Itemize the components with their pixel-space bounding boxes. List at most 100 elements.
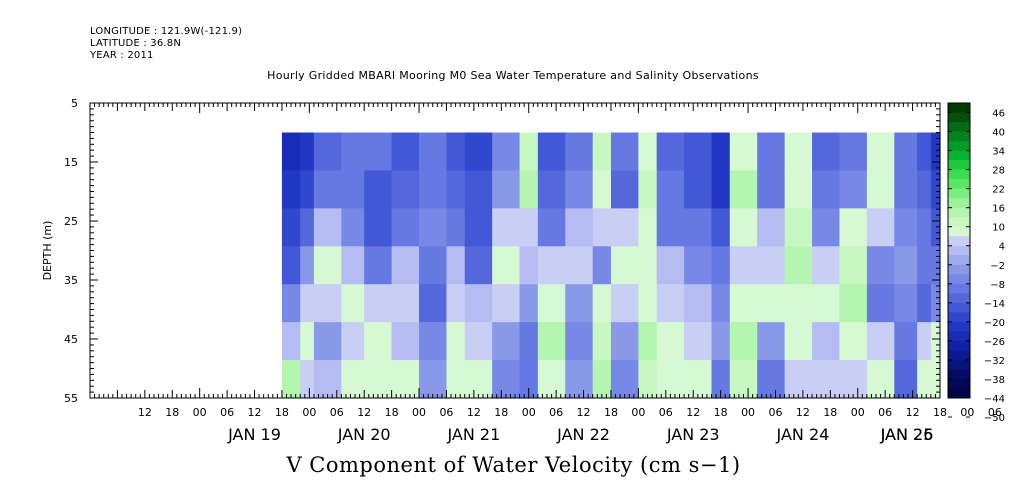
heatmap-cell bbox=[281, 132, 301, 172]
heatmap-cell bbox=[930, 246, 941, 285]
heatmap-cell bbox=[757, 322, 786, 361]
x-hour-tick-label: 00 bbox=[522, 406, 536, 419]
heatmap-cell bbox=[592, 360, 612, 399]
heatmap-cell bbox=[610, 360, 639, 399]
heatmap-cell bbox=[917, 246, 932, 285]
heatmap-cell bbox=[313, 284, 342, 323]
colorbar-swatch bbox=[948, 340, 970, 351]
colorbar-label: −2 bbox=[990, 261, 1005, 272]
heatmap-cell bbox=[839, 170, 868, 209]
heatmap-cell bbox=[638, 132, 658, 172]
heatmap-cell bbox=[364, 132, 393, 172]
colorbar-swatch bbox=[948, 264, 970, 275]
heatmap-cell bbox=[839, 322, 868, 361]
colorbar-label: −44 bbox=[984, 394, 1005, 405]
heatmap-cell bbox=[519, 246, 539, 285]
heatmap-cell bbox=[419, 360, 448, 399]
year-label: YEAR : 2011 bbox=[90, 50, 154, 61]
heatmap-cell bbox=[839, 284, 868, 323]
heatmap-cell bbox=[894, 246, 918, 285]
heatmap-cell bbox=[341, 322, 365, 361]
heatmap-cell bbox=[281, 322, 301, 361]
heatmap-cell bbox=[894, 132, 918, 172]
colorbar-label: 46 bbox=[992, 109, 1005, 120]
heatmap-cell bbox=[419, 170, 448, 209]
heatmap-cell bbox=[300, 132, 315, 172]
heatmap-cell bbox=[757, 208, 786, 247]
heatmap-cell bbox=[812, 132, 841, 172]
heatmap-cell bbox=[839, 132, 868, 172]
colorbar-swatch bbox=[948, 198, 970, 209]
x-hour-tick-label: 06 bbox=[659, 406, 673, 419]
x-hour-tick-label: 12 bbox=[357, 406, 371, 419]
x-hour-tick-label: 12 bbox=[248, 406, 262, 419]
heatmap-cell bbox=[464, 322, 493, 361]
colorbar-swatch bbox=[948, 369, 970, 380]
chart-title: Hourly Gridded MBARI Mooring M0 Sea Wate… bbox=[267, 69, 759, 82]
colorbar-swatch bbox=[948, 283, 970, 294]
heatmap-cell bbox=[729, 208, 758, 247]
heatmap-cell bbox=[313, 170, 342, 209]
heatmap-cell bbox=[656, 208, 685, 247]
heatmap-cell bbox=[894, 360, 918, 399]
heatmap-cell bbox=[592, 170, 612, 209]
heatmap-cell bbox=[757, 360, 786, 399]
heatmap-cell bbox=[464, 132, 493, 172]
heatmap-cell bbox=[446, 322, 466, 361]
heatmap-cell bbox=[610, 208, 639, 247]
heatmap-cell bbox=[281, 360, 301, 399]
heatmap-cell bbox=[419, 208, 448, 247]
x-axis-title: V Component of Water Velocity (cm s−1) bbox=[286, 453, 741, 477]
colorbar-label: −8 bbox=[990, 280, 1005, 291]
heatmap-cell bbox=[364, 208, 393, 247]
heatmap-cell bbox=[684, 170, 713, 209]
x-day-label: JAN 24 bbox=[776, 425, 830, 444]
colorbar-label: 22 bbox=[992, 185, 1005, 196]
x-hour-tick-label: 06 bbox=[988, 406, 1002, 419]
heatmap-cell bbox=[839, 246, 868, 285]
heatmap-cell bbox=[729, 360, 758, 399]
heatmap-cell bbox=[519, 284, 539, 323]
heatmap-cell bbox=[364, 246, 393, 285]
x-hour-tick-label: 18 bbox=[275, 406, 289, 419]
heatmap-cell bbox=[300, 360, 315, 399]
colorbar-label: −38 bbox=[984, 375, 1005, 386]
heatmap-cell bbox=[711, 360, 731, 399]
colorbar-swatch bbox=[948, 302, 970, 313]
heatmap-cell bbox=[565, 132, 594, 172]
heatmap-cell bbox=[565, 208, 594, 247]
x-hour-tick-label: 06 bbox=[330, 406, 344, 419]
heatmap-cell bbox=[917, 132, 932, 172]
heatmap-cell bbox=[391, 170, 420, 209]
heatmap-cell bbox=[341, 208, 365, 247]
heatmap-cell bbox=[656, 132, 685, 172]
colorbar-swatch bbox=[948, 226, 970, 237]
heatmap-cell bbox=[930, 170, 941, 209]
heatmap-cell bbox=[391, 360, 420, 399]
x-hour-tick-label: 18 bbox=[165, 406, 179, 419]
heatmap-cell bbox=[684, 208, 713, 247]
heatmap-field bbox=[281, 132, 941, 399]
heatmap-cell bbox=[784, 322, 813, 361]
colorbar-label: 40 bbox=[992, 128, 1005, 139]
x-day-label: JAN 25 bbox=[880, 425, 934, 444]
heatmap-cell bbox=[638, 208, 658, 247]
heatmap-cell bbox=[866, 322, 895, 361]
x-hour-tick-label: 12 bbox=[906, 406, 920, 419]
heatmap-cell bbox=[281, 284, 301, 323]
colorbar-swatch bbox=[948, 122, 970, 132]
heatmap-cell bbox=[610, 170, 639, 209]
heatmap-cell bbox=[894, 170, 918, 209]
x-hour-tick-label: 06 bbox=[549, 406, 563, 419]
x-day-label: JAN 19 bbox=[227, 425, 281, 444]
heatmap-cell bbox=[930, 132, 941, 172]
colorbar-frame bbox=[947, 102, 971, 399]
heatmap-cell bbox=[313, 322, 342, 361]
colorbar-label: −14 bbox=[984, 299, 1005, 310]
x-hour-tick-label: 00 bbox=[412, 406, 426, 419]
heatmap-cell bbox=[592, 284, 612, 323]
heatmap-cell bbox=[313, 208, 342, 247]
colorbar-swatch bbox=[948, 169, 970, 180]
x-hour-tick-label: 12 bbox=[577, 406, 591, 419]
heatmap-cell bbox=[711, 132, 731, 172]
